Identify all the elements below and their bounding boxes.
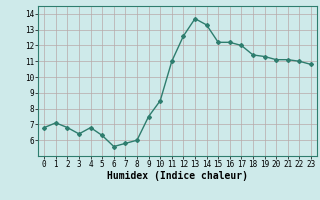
X-axis label: Humidex (Indice chaleur): Humidex (Indice chaleur) (107, 171, 248, 181)
